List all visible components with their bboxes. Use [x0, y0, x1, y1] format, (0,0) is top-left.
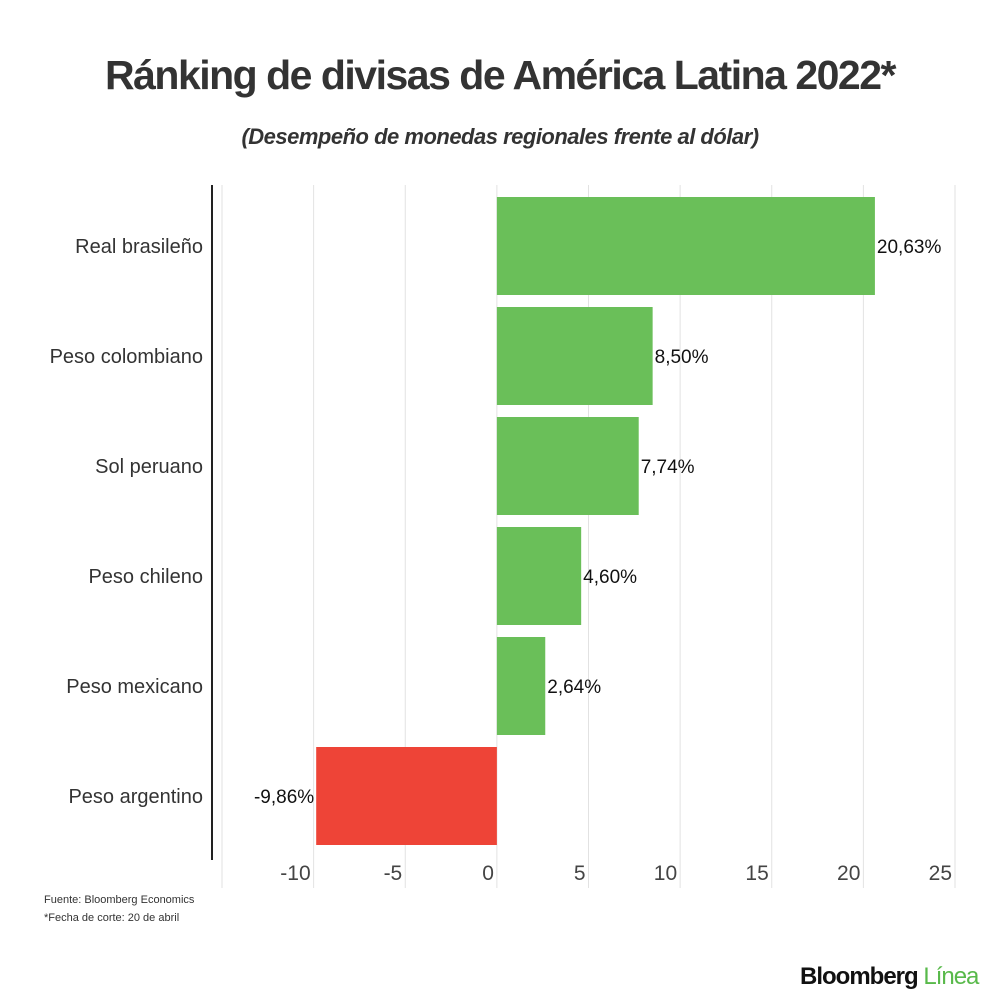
data-label: 20,63%	[877, 237, 942, 258]
category-label: Peso mexicano	[66, 676, 203, 698]
bar	[316, 747, 497, 845]
x-tick-label: -5	[384, 862, 403, 885]
data-label: 7,74%	[641, 457, 695, 478]
data-label: 4,60%	[583, 567, 637, 588]
cutoff-note: *Fecha de corte: 20 de abril	[44, 912, 180, 924]
bar	[496, 197, 875, 295]
x-tick-label: 5	[574, 862, 586, 885]
data-label: 8,50%	[655, 347, 709, 368]
category-label: Peso colombiano	[50, 346, 203, 368]
x-tick-label: 15	[745, 862, 768, 885]
bar	[496, 417, 639, 515]
chart-subtitle: (Desempeño de monedas regionales frente …	[241, 124, 759, 149]
bar	[496, 637, 546, 735]
category-label: Peso chileno	[88, 566, 203, 588]
category-label: Sol peruano	[95, 456, 203, 478]
bar-chart: -10 -5 0 5 10 15 20 25 Real brasileño 20,63% Peso …	[50, 185, 956, 888]
bloomberg-linea-logo: Bloomberg Línea	[800, 963, 979, 990]
x-tick-label: 25	[929, 862, 952, 885]
category-label: Real brasileño	[75, 236, 203, 258]
bar	[496, 527, 582, 625]
x-tick-label: 20	[837, 862, 860, 885]
category-label: Peso argentino	[68, 786, 203, 808]
chart-title: Ránking de divisas de América Latina 202…	[104, 52, 897, 98]
bar	[496, 307, 653, 405]
x-tick-label: 0	[482, 862, 494, 885]
source-note: Fuente: Bloomberg Economics	[44, 894, 195, 906]
x-tick-label: -10	[280, 862, 310, 885]
x-tick-label: 10	[654, 862, 677, 885]
data-label: 2,64%	[547, 677, 601, 698]
data-label: -9,86%	[254, 787, 314, 808]
